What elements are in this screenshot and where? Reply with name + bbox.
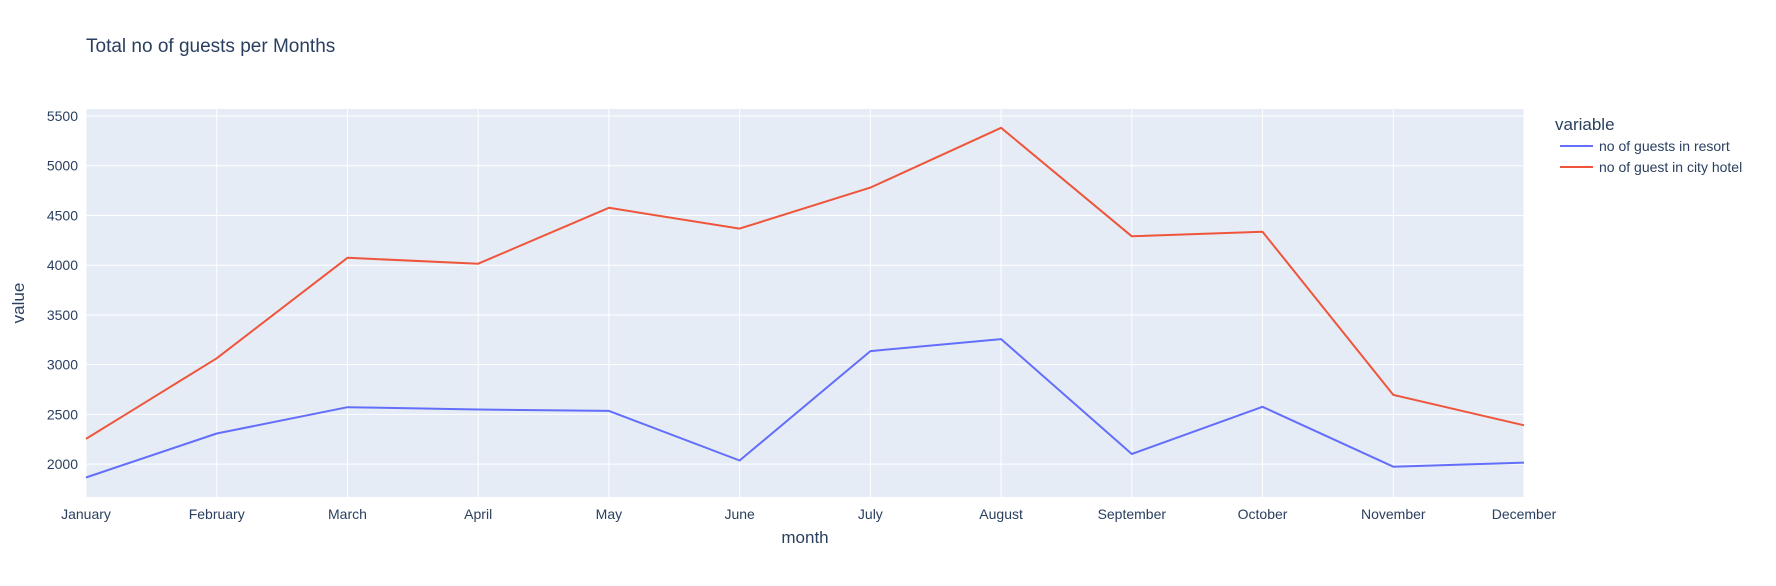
x-tick-label: August	[979, 506, 1023, 522]
x-tick-label: October	[1238, 506, 1288, 522]
series-lines	[85, 126, 1525, 479]
series-line	[85, 126, 1525, 440]
legend-item-label[interactable]: no of guest in city hotel	[1599, 159, 1742, 175]
y-axis-title: value	[9, 283, 28, 324]
y-tick-label: 2000	[47, 456, 78, 472]
x-tick-label: May	[596, 506, 622, 522]
y-tick-label: 4000	[47, 257, 78, 273]
x-axis-title: month	[781, 528, 828, 547]
x-tick-label: September	[1098, 506, 1167, 522]
x-tick-label: June	[724, 506, 755, 522]
x-tick-label: November	[1361, 506, 1426, 522]
y-tick-label: 5500	[47, 108, 78, 124]
x-tick-label: December	[1492, 506, 1557, 522]
legend-item-label[interactable]: no of guests in resort	[1599, 138, 1730, 154]
gridlines	[85, 109, 1525, 497]
x-tick-label: July	[858, 506, 883, 522]
chart-title: Total no of guests per Months	[86, 36, 335, 57]
legend-items: no of guests in resort no of guest in cit…	[1560, 138, 1742, 175]
y-tick-label: 4500	[47, 207, 78, 223]
x-tick-label: January	[61, 506, 111, 522]
y-tick-label: 3500	[47, 307, 78, 323]
x-tick-label: April	[464, 506, 492, 522]
series-line	[85, 338, 1525, 479]
plot-area	[86, 109, 1524, 497]
y-tick-label: 3000	[47, 357, 78, 373]
legend-title: variable	[1555, 115, 1615, 134]
y-axis-ticks: 2000 2500 3000 3500 4000 4500 5000 5500	[47, 108, 78, 472]
x-axis-ticks: January February March April May June July Augu…	[61, 506, 1557, 522]
y-tick-label: 2500	[47, 406, 78, 422]
x-tick-label: March	[328, 506, 367, 522]
y-tick-label: 5000	[47, 158, 78, 174]
x-tick-label: February	[189, 506, 245, 522]
